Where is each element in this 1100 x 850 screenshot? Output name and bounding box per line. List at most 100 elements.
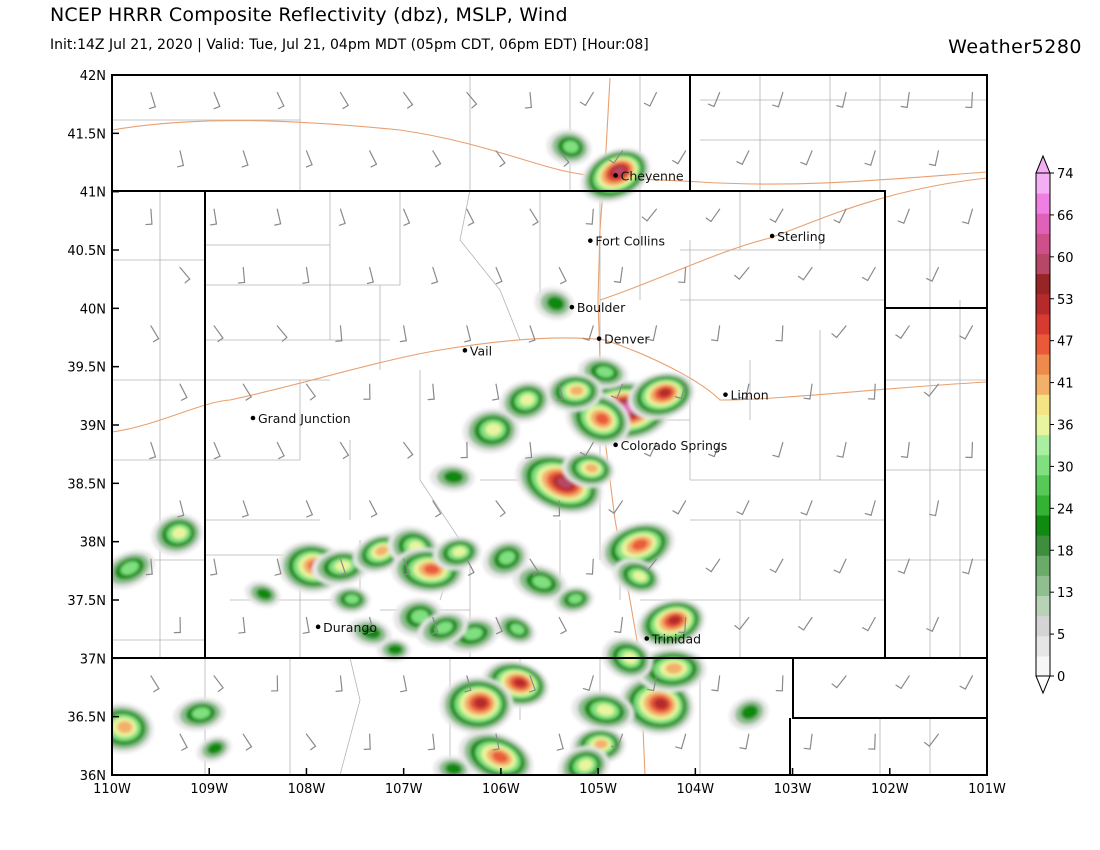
city-label: Fort Collins [595,234,665,249]
wind-barb [149,441,157,460]
wind-barb [672,500,687,515]
wind-barb [923,733,939,747]
lat-tick-label: 38N [80,536,106,551]
wind-barb [643,91,658,107]
lon-tick-label: 107W [385,782,423,797]
wind-barb [276,91,285,110]
wind-barb [613,266,624,283]
city-marker: Grand Junction [250,411,351,426]
storm-cell [570,727,626,765]
wind-barb [403,441,414,459]
lon-tick-label: 109W [190,782,228,797]
wind-barb [965,441,974,459]
wind-barb [276,441,285,460]
lon-tick-label: 102W [871,782,909,797]
legend-tick-label: 47 [1057,335,1074,350]
wind-barb [558,150,570,167]
wind-barb [366,266,374,285]
storm-cell [628,372,695,420]
storm-cell [151,514,203,556]
wind-barb [305,383,316,401]
wind-barb [525,441,533,459]
wind-barb [464,675,472,693]
city-label: Grand Junction [258,411,351,426]
storm-cell [439,676,514,734]
wind-barb [529,208,539,226]
wind-barb [495,500,506,518]
wind-barb [608,500,624,514]
wind-barb [900,441,910,458]
wind-barb [335,325,343,342]
wind-barb [833,558,847,574]
wind-barb [274,558,282,576]
lon-tick-label: 110W [93,782,131,797]
lat-tick-label: 40N [80,302,106,317]
legend-swatch [1036,454,1050,476]
wind-barb [339,441,350,460]
city-marker: Fort Collins [588,234,665,249]
storm-cell [635,647,707,693]
legend-swatch [1036,555,1050,576]
legend-swatch [1036,635,1050,657]
legend-tick-label: 13 [1057,586,1074,601]
storm-cell [545,372,603,412]
wind-barb [864,500,876,516]
storm-cell [330,586,371,614]
wind-barb [585,208,594,225]
wind-barb [833,208,847,224]
wind-barb [614,616,624,633]
wind-barb [708,441,721,458]
wind-barb [528,325,536,343]
storm-cell [599,521,675,574]
wind-barb [528,675,536,693]
legend-swatch [1036,333,1050,355]
wind-barb [800,500,813,516]
city-label: Colorado Springs [621,438,728,453]
wind-barb [895,325,910,339]
city-marker: Denver [596,332,650,347]
highways [112,77,987,775]
wind-barb [672,150,687,165]
city-label: Denver [604,332,650,347]
storm-cell [562,451,615,488]
legend-min-arrow [1035,675,1051,695]
wind-barb [431,266,439,285]
wind-barb [179,266,191,284]
wind-barb [868,733,876,750]
wind-barb [961,208,974,225]
wind-barb [736,150,750,165]
legend-swatch [1036,193,1050,214]
wind-barb [677,266,687,284]
wind-barb [797,266,813,281]
legend-swatch [1036,655,1050,677]
wind-barb [959,325,974,340]
wind-barb [369,500,378,518]
storm-cell [534,287,575,320]
lon-tick-label: 101W [968,782,1006,797]
wind-barb [739,733,750,750]
wind-barb [403,91,414,109]
legend-tick-label: 24 [1057,502,1074,517]
wind-barb [926,616,939,632]
storm-cell [499,380,551,423]
legend-swatch [1036,253,1050,275]
wind-barb [427,733,436,751]
storm-cell [495,613,536,645]
color-legend: 74 66 60 53 47 41 36 30 24 18 13 5 0 [1035,154,1074,695]
wind-barb [579,91,594,106]
wind-barb [339,558,346,576]
wind-barb [923,383,939,397]
wind-barb [466,208,475,226]
legend-tick-label: 5 [1057,628,1065,643]
wind-barb [674,383,687,400]
wind-barb [427,383,435,401]
wind-barb [369,150,378,168]
wind-barb [558,266,567,285]
lon-tick-label: 106W [482,782,520,797]
wind-barb [148,91,156,110]
map-frame [111,74,988,776]
lat-tick-label: 36N [80,769,106,784]
wind-barb [464,325,472,343]
wind-barb [959,675,974,690]
legend-tick-label: 36 [1057,419,1074,434]
